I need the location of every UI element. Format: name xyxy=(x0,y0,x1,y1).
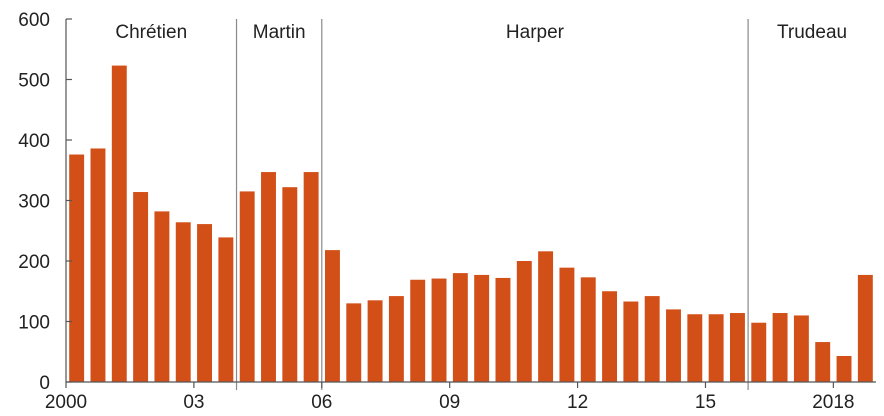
bar xyxy=(687,314,703,382)
bar xyxy=(793,315,809,382)
government-label: Trudeau xyxy=(777,22,847,43)
bar xyxy=(90,148,106,382)
bar xyxy=(559,267,575,382)
bar xyxy=(580,277,596,382)
x-tick-label: 2018 xyxy=(812,392,854,413)
bar xyxy=(474,274,490,382)
bar xyxy=(239,191,255,382)
x-tick-label: 03 xyxy=(183,392,204,413)
y-tick-label: 600 xyxy=(18,10,50,31)
bar xyxy=(815,342,831,382)
bar xyxy=(69,154,85,382)
bar xyxy=(836,355,852,382)
bar xyxy=(324,250,340,382)
government-label: Chrétien xyxy=(115,22,187,43)
y-tick-label: 100 xyxy=(18,313,50,334)
bar xyxy=(751,322,767,382)
bar xyxy=(111,65,127,382)
x-tick-label: 15 xyxy=(695,392,716,413)
bar xyxy=(367,300,383,382)
bar xyxy=(708,314,724,382)
x-tick-label: 06 xyxy=(311,392,332,413)
bar xyxy=(388,296,404,382)
bar xyxy=(197,224,213,382)
bar xyxy=(516,261,532,382)
bar xyxy=(431,278,447,382)
bar xyxy=(282,187,298,382)
axes: 0 100 200 300 400 500 600 2000 03 06 09 12 15 2018 xyxy=(18,10,876,413)
bar xyxy=(495,277,511,382)
bar xyxy=(154,211,170,382)
bar xyxy=(666,309,681,382)
bar xyxy=(303,172,319,382)
x-tick-label: 12 xyxy=(567,392,588,413)
x-tick-label: 2000 xyxy=(45,392,87,413)
government-labels: Chrétien Martin Harper Trudeau xyxy=(115,22,847,43)
y-tick-label: 300 xyxy=(18,192,50,213)
y-tick-label: 400 xyxy=(18,131,50,152)
bar xyxy=(623,301,639,382)
bar xyxy=(218,237,234,382)
bar xyxy=(772,313,788,382)
bar xyxy=(729,313,745,382)
bar xyxy=(644,296,660,382)
x-tick-label: 09 xyxy=(439,392,460,413)
government-label: Harper xyxy=(506,22,565,43)
bar xyxy=(452,273,468,382)
bars xyxy=(69,65,873,382)
y-tick-label: 500 xyxy=(18,71,50,92)
bar xyxy=(133,192,149,382)
y-tick-label: 0 xyxy=(39,373,50,394)
bar xyxy=(346,303,362,382)
bar xyxy=(857,274,873,382)
government-label: Martin xyxy=(253,22,306,43)
bar xyxy=(538,251,554,382)
bar xyxy=(602,291,618,382)
bar xyxy=(175,222,191,382)
bar xyxy=(410,279,426,382)
bar xyxy=(261,172,276,382)
government-dividers xyxy=(235,19,749,390)
y-tick-label: 200 xyxy=(18,252,50,273)
